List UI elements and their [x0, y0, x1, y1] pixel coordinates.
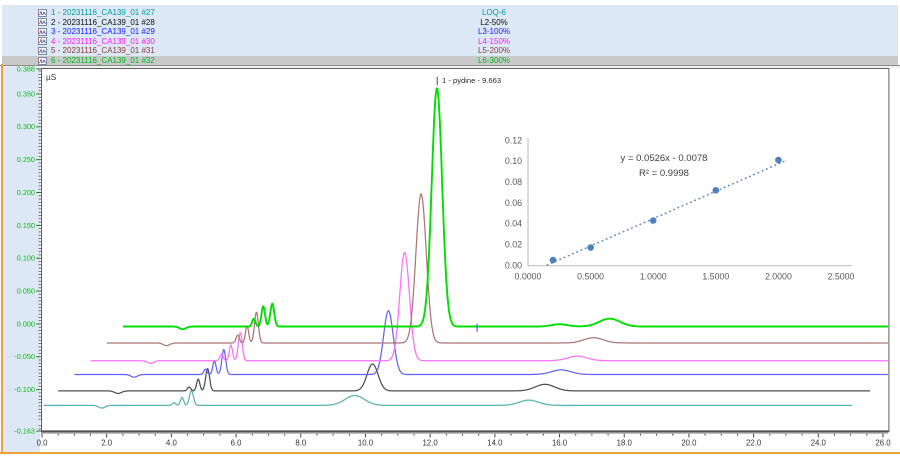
trace-L4-150%[interactable]: [90, 251, 889, 364]
inset-data-point: [649, 217, 657, 224]
inset-x-tick-label: 0.5000: [577, 271, 604, 281]
y-axis-gutter: [3, 67, 40, 452]
legend-panel: 1 - 20231116_CA139_01 #27 LOQ-6 2 - 202311…: [2, 5, 898, 66]
x-tick-label: 12.0: [423, 439, 439, 448]
trace-L6-300%[interactable]: [122, 87, 888, 331]
inset-y-tick-label: 0.12: [505, 135, 522, 145]
inset-x-tick-label: 2.0000: [765, 271, 792, 281]
legend-divider: [0, 65, 900, 68]
x-tick-label: 14.0: [487, 439, 503, 448]
chromatogram-icon: [38, 8, 47, 17]
peak-label: 1 - pydine - 9.663: [442, 76, 501, 85]
legend-row-5[interactable]: 5 - 20231116_CA139_01 #31 L5-200%: [2, 46, 898, 56]
x-tick-label: 24.0: [811, 439, 827, 448]
inset-y-tick-label: 0.08: [505, 177, 522, 187]
inset-r2: R² = 0.9998: [639, 168, 689, 179]
legend-level-label: L5-200%: [477, 46, 511, 56]
inset-y-tick-label: 0.04: [505, 219, 522, 229]
inset-data-point: [775, 156, 782, 164]
inset-x-tick-label: 2.5000: [828, 271, 855, 281]
chromatogram-icon: [38, 37, 47, 46]
inset-y-tick-label: 0.06: [505, 198, 522, 208]
legend-sample-label: 4 - 20231116_CA139_01 #30: [51, 36, 155, 46]
legend-row-2[interactable]: 2 - 20231116_CA139_01 #28 L2-50%: [2, 18, 898, 28]
legend-sample-label: 1 - 20231116_CA139_01 #27: [51, 8, 155, 18]
legend-level-label: L2-50%: [480, 17, 508, 27]
inset-y-tick-label: 0.02: [505, 240, 522, 250]
inset-data-point: [712, 187, 720, 194]
x-tick-label: 16.0: [552, 439, 568, 448]
trace-L2-50%[interactable]: [58, 363, 871, 395]
selection-frame-bottom: [0, 452, 900, 454]
x-tick-label: 4.0: [166, 439, 178, 448]
x-axis-ticks: [41, 433, 884, 438]
x-tick-label: 8.0: [295, 439, 307, 448]
legend-row-3[interactable]: 3 - 20231116_CA139_01 #29 L3-100%: [2, 27, 898, 37]
legend-level-label: L4-150%: [477, 36, 511, 46]
traces: [43, 87, 889, 409]
trace-L3-100%[interactable]: [74, 310, 888, 378]
inset-x-tick-label: 1.5000: [702, 271, 729, 281]
inset-y-tick-label: 0.00: [505, 260, 522, 270]
trace-L5-200%[interactable]: [106, 193, 889, 347]
chromatogram-icon: [38, 18, 47, 27]
x-tick-label: 18.0: [617, 439, 633, 448]
y-axis-unit-label: µS: [46, 73, 57, 82]
legend-sample-label: 5 - 20231116_CA139_01 #31: [51, 46, 155, 56]
legend-level-label: LOQ-6: [481, 8, 506, 18]
legend-sample-label: 3 - 20231116_CA139_01 #29: [51, 27, 155, 37]
x-tick-label: 22.0: [746, 439, 762, 448]
plot-area[interactable]: [41, 68, 890, 432]
inset-data-point: [549, 256, 557, 264]
legend-sample-label: 6 - 20231116_CA139_01 #32: [51, 56, 155, 65]
calibration-inset: 0.00 0.02 0.04 0.06 0.08 0.10 0.12 0.0000 0.5000…: [505, 135, 855, 281]
generated-chart-graphics: 0.3880.3500.3000.2500.2000.1500.1000.050…: [14, 64, 891, 447]
x-tick-label: 2.0: [101, 439, 113, 448]
legend-row-4[interactable]: 4 - 20231116_CA139_01 #30 L4-150%: [2, 37, 898, 47]
inset-x-tick-label: 0.0000: [515, 271, 542, 281]
chromatogram-icon: [38, 56, 47, 65]
x-tick-label: 6.0: [231, 439, 243, 448]
trace-LOQ-6[interactable]: [43, 389, 853, 409]
x-tick-label: 10.0: [358, 439, 374, 448]
chromatogram-icon: [38, 27, 47, 36]
selection-frame-left: [1, 64, 3, 454]
inset-equation: y = 0.0526x - 0.0078: [621, 153, 708, 164]
inset-data-point: [587, 244, 594, 251]
inset-trendline: [546, 160, 785, 266]
x-tick-label: 26.0: [875, 439, 891, 448]
legend-level-label: L3-100%: [477, 27, 511, 37]
inset-x-tick-label: 1.0000: [640, 271, 667, 281]
legend-level-label: L6-300%: [477, 56, 511, 65]
chromatogram-icon: [38, 46, 47, 55]
inset-y-tick-label: 0.10: [505, 156, 522, 166]
legend-sample-label: 2 - 20231116_CA139_01 #28: [51, 17, 155, 27]
legend-row-1[interactable]: 1 - 20231116_CA139_01 #27 LOQ-6: [2, 8, 898, 18]
x-tick-label: 20.0: [681, 439, 697, 448]
legend-row-6[interactable]: 6 - 20231116_CA139_01 #32 L6-300%: [2, 55, 898, 66]
